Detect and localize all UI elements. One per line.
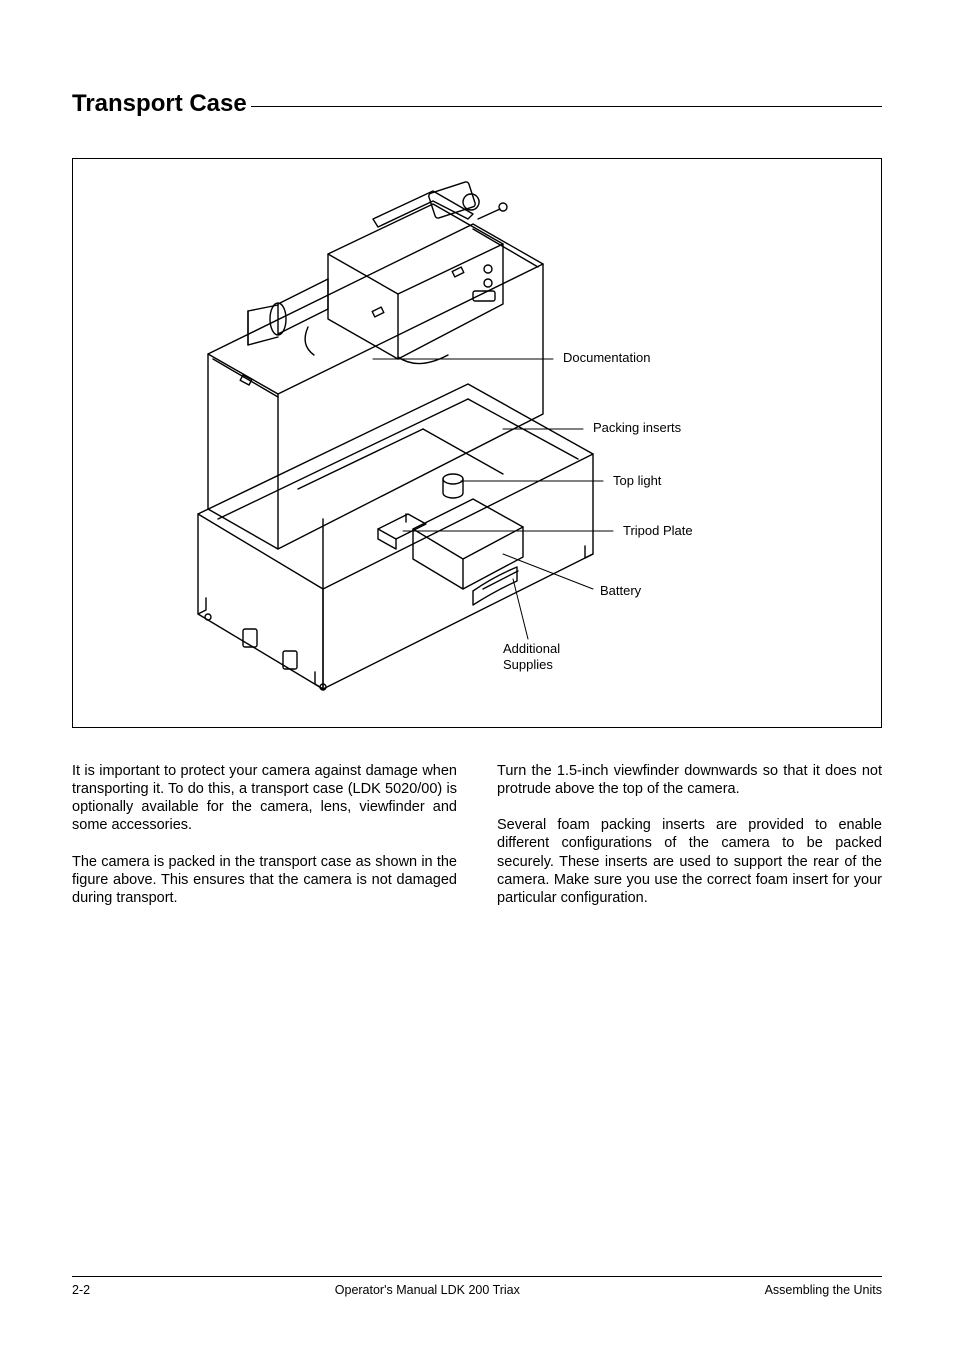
transport-case-illustration	[73, 159, 881, 727]
col-left: It is important to protect your camera a…	[72, 762, 457, 925]
label-documentation: Documentation	[563, 350, 650, 365]
right-para-2: Several foam packing inserts are provide…	[497, 816, 882, 907]
left-para-1: It is important to protect your camera a…	[72, 762, 457, 835]
footer-left: 2-2	[72, 1283, 90, 1297]
page: Transport Case	[0, 0, 954, 1351]
footer: 2-2 Operator's Manual LDK 200 Triax Asse…	[72, 1276, 882, 1297]
figure-box: Documentation Packing inserts Top light …	[72, 158, 882, 728]
right-para-1: Turn the 1.5-inch viewfinder downwards s…	[497, 762, 882, 798]
col-right: Turn the 1.5-inch viewfinder downwards s…	[497, 762, 882, 925]
label-additional-supplies-1: Additional	[503, 641, 560, 656]
footer-center: Operator's Manual LDK 200 Triax	[335, 1283, 520, 1297]
label-battery: Battery	[600, 583, 641, 598]
label-top-light: Top light	[613, 473, 661, 488]
left-para-2: The camera is packed in the transport ca…	[72, 853, 457, 907]
title-row: Transport Case	[72, 90, 882, 118]
footer-right: Assembling the Units	[765, 1283, 882, 1297]
label-tripod-plate: Tripod Plate	[623, 523, 693, 538]
page-title: Transport Case	[72, 90, 251, 118]
title-rule	[251, 106, 882, 107]
label-packing-inserts: Packing inserts	[593, 420, 681, 435]
label-additional-supplies-2: Supplies	[503, 657, 553, 672]
body-columns: It is important to protect your camera a…	[72, 762, 882, 925]
